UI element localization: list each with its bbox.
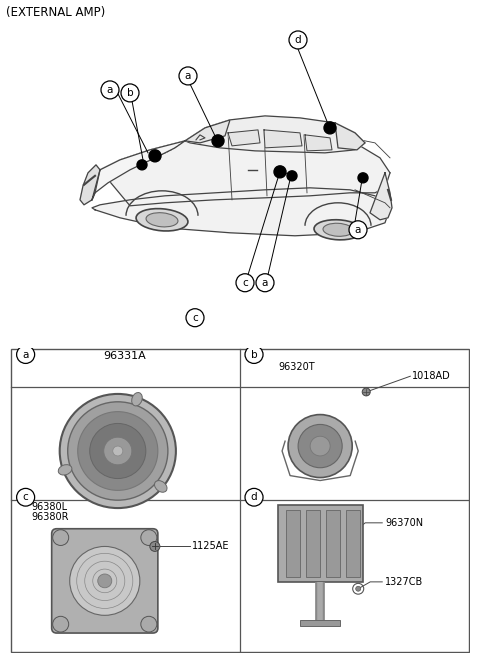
Circle shape: [236, 274, 254, 292]
Text: 96370N: 96370N: [385, 518, 423, 528]
Ellipse shape: [323, 223, 353, 236]
Text: a: a: [23, 350, 29, 359]
Circle shape: [53, 617, 69, 632]
Text: d: d: [295, 35, 301, 45]
Text: c: c: [242, 277, 248, 288]
Ellipse shape: [146, 213, 178, 227]
Circle shape: [358, 173, 368, 183]
Ellipse shape: [155, 481, 167, 492]
Ellipse shape: [314, 220, 362, 240]
Text: 1018AD: 1018AD: [412, 371, 451, 381]
Polygon shape: [264, 130, 302, 148]
Ellipse shape: [132, 392, 142, 406]
Text: a: a: [355, 225, 361, 235]
Text: 96380L: 96380L: [32, 502, 68, 512]
Circle shape: [310, 436, 330, 456]
Circle shape: [179, 67, 197, 85]
Circle shape: [287, 171, 297, 181]
Circle shape: [101, 81, 119, 99]
Polygon shape: [228, 130, 260, 146]
FancyBboxPatch shape: [278, 505, 363, 582]
Polygon shape: [185, 120, 230, 143]
Circle shape: [53, 530, 69, 545]
Circle shape: [149, 150, 161, 162]
FancyBboxPatch shape: [286, 510, 300, 577]
Text: 96380R: 96380R: [32, 512, 69, 522]
Circle shape: [245, 346, 263, 363]
FancyBboxPatch shape: [326, 510, 340, 577]
Circle shape: [298, 424, 342, 468]
Circle shape: [113, 446, 123, 456]
Circle shape: [70, 546, 140, 615]
Circle shape: [60, 394, 176, 508]
Ellipse shape: [58, 464, 72, 475]
FancyBboxPatch shape: [11, 349, 469, 652]
Circle shape: [150, 542, 160, 551]
Polygon shape: [335, 123, 365, 150]
Circle shape: [98, 574, 112, 588]
Circle shape: [104, 437, 132, 464]
Circle shape: [256, 274, 274, 292]
Text: 1125AE: 1125AE: [192, 541, 229, 552]
Circle shape: [121, 84, 139, 102]
Circle shape: [356, 586, 360, 591]
Polygon shape: [92, 141, 185, 200]
Text: 96331A: 96331A: [103, 350, 146, 361]
Text: 96320T: 96320T: [278, 362, 315, 373]
Text: a: a: [107, 85, 113, 95]
Text: a: a: [262, 277, 268, 288]
Ellipse shape: [136, 209, 188, 231]
Circle shape: [289, 31, 307, 49]
Circle shape: [212, 135, 224, 147]
Polygon shape: [305, 135, 332, 151]
Polygon shape: [370, 173, 392, 220]
Circle shape: [274, 166, 286, 178]
Circle shape: [141, 530, 157, 545]
Polygon shape: [100, 132, 390, 206]
Circle shape: [68, 401, 168, 500]
Circle shape: [245, 488, 263, 506]
Text: b: b: [251, 350, 257, 359]
Polygon shape: [80, 165, 100, 205]
Circle shape: [362, 388, 370, 396]
Polygon shape: [185, 116, 365, 153]
Text: c: c: [23, 492, 28, 502]
Text: (EXTERNAL AMP): (EXTERNAL AMP): [6, 6, 105, 19]
Text: a: a: [185, 71, 191, 81]
Circle shape: [324, 122, 336, 134]
Circle shape: [17, 488, 35, 506]
Circle shape: [90, 424, 146, 478]
Circle shape: [137, 160, 147, 170]
Circle shape: [349, 221, 367, 239]
FancyBboxPatch shape: [300, 621, 340, 626]
FancyBboxPatch shape: [52, 529, 158, 633]
Polygon shape: [92, 188, 390, 236]
FancyBboxPatch shape: [306, 510, 320, 577]
Text: 1327CB: 1327CB: [385, 577, 423, 587]
Circle shape: [288, 415, 352, 478]
Circle shape: [17, 346, 35, 363]
Text: d: d: [251, 492, 257, 502]
Circle shape: [141, 617, 157, 632]
Text: b: b: [127, 88, 133, 98]
Circle shape: [186, 309, 204, 327]
Circle shape: [78, 412, 158, 490]
Text: c: c: [192, 313, 198, 323]
FancyBboxPatch shape: [346, 510, 360, 577]
